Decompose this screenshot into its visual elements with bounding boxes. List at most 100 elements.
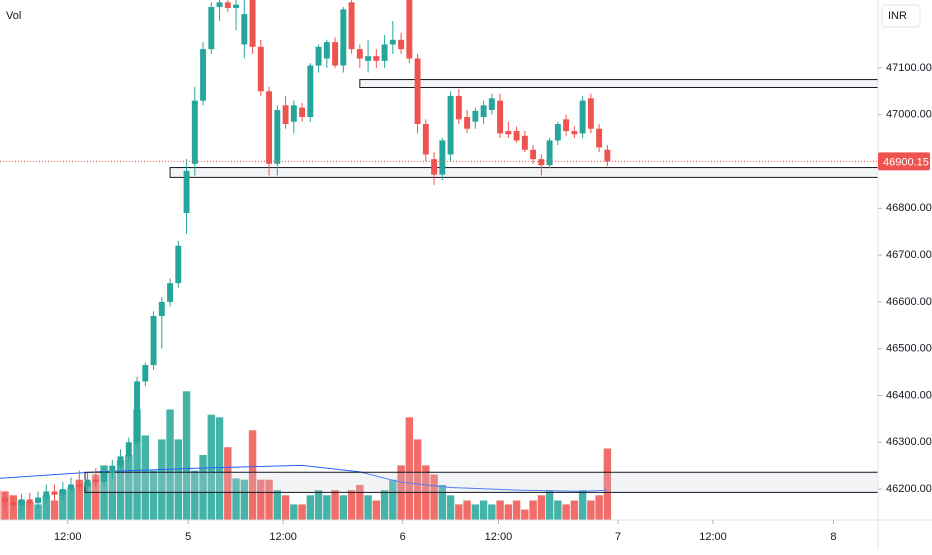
y-tick-label: 46700.00	[886, 249, 932, 261]
volume-bar	[562, 504, 569, 520]
candle-body	[415, 59, 421, 125]
candle-body	[580, 101, 586, 134]
candle-body	[151, 316, 157, 365]
candle-body	[596, 129, 602, 148]
volume-bar	[505, 504, 512, 520]
volume-bar	[463, 501, 470, 521]
volume-bar	[315, 490, 322, 520]
volume-bar	[538, 495, 545, 520]
price-zone	[85, 472, 878, 492]
volume-bar	[323, 495, 330, 520]
candle-body	[142, 365, 148, 381]
volume-bar	[546, 490, 553, 520]
candle-body	[93, 480, 99, 482]
x-tick-label: 8	[830, 531, 836, 543]
candle-body	[35, 498, 41, 504]
candle-body	[588, 98, 594, 128]
candle-body	[233, 5, 239, 8]
candle-body	[175, 246, 181, 283]
candle-body	[184, 171, 190, 213]
candle-body	[423, 124, 429, 154]
candle-body	[332, 42, 338, 65]
currency-label: INR	[888, 10, 907, 22]
candle-body	[406, 0, 412, 59]
x-tick-label: 5	[185, 531, 191, 543]
candle-body	[19, 499, 25, 505]
candle-body	[225, 2, 231, 8]
y-tick-label: 47000.00	[886, 109, 932, 121]
volume-bar	[166, 410, 173, 521]
candle-body	[109, 466, 115, 473]
candle-body	[60, 489, 66, 495]
candle-body	[456, 96, 462, 119]
y-tick-label: 46300.00	[886, 436, 932, 448]
volume-bar	[521, 510, 528, 520]
candle-body	[299, 108, 305, 117]
y-tick-label: 46400.00	[886, 389, 932, 401]
candle-body	[68, 484, 74, 489]
candle-body	[27, 499, 33, 503]
candle-body	[134, 381, 140, 442]
volume-bar	[587, 501, 594, 521]
candle-body	[316, 47, 322, 66]
candle-body	[489, 98, 495, 110]
volume-bar	[455, 504, 462, 520]
candle-body	[390, 40, 396, 45]
volume-bar	[447, 495, 454, 520]
candle-body	[101, 473, 107, 482]
volume-bar	[51, 501, 58, 521]
candle-body	[258, 47, 264, 91]
candle-body	[604, 150, 610, 162]
volume-bar	[406, 417, 413, 520]
candle-body	[340, 9, 346, 65]
volume-bar	[571, 501, 578, 521]
x-tick-label: 12:00	[269, 531, 297, 543]
volume-bar	[381, 490, 388, 520]
candle-body	[283, 105, 289, 124]
candle-body	[250, 0, 256, 47]
candle-body	[324, 42, 330, 58]
volume-bar	[307, 495, 314, 520]
candle-body	[538, 159, 544, 165]
x-tick-label: 12:00	[699, 531, 727, 543]
price-zone	[170, 168, 878, 178]
volume-bar	[529, 501, 536, 521]
volume-bar	[348, 490, 355, 520]
candle-body	[497, 101, 503, 134]
candle-body	[365, 56, 371, 61]
y-tick-label: 46800.00	[886, 202, 932, 214]
candle-body	[85, 480, 91, 487]
volume-bar	[513, 501, 520, 521]
candle-body	[464, 117, 470, 129]
y-tick-label: 46200.00	[886, 483, 932, 495]
candle-body	[291, 105, 297, 121]
candle-body	[382, 44, 388, 60]
y-tick-label: 47100.00	[886, 62, 932, 74]
candle-body	[373, 56, 379, 61]
x-tick-label: 7	[615, 531, 621, 543]
x-tick-label: 6	[400, 531, 406, 543]
candle-body	[241, 14, 247, 44]
candle-body	[118, 456, 124, 465]
candle-body	[43, 491, 49, 497]
candle-body	[52, 491, 58, 494]
volume-bar	[579, 490, 586, 520]
candle-body	[472, 111, 478, 122]
volume-bar	[480, 501, 487, 521]
candle-body	[76, 484, 82, 486]
candle-body	[349, 2, 355, 49]
candle-body	[357, 49, 363, 58]
candle-body	[266, 91, 272, 164]
volume-bar	[364, 495, 371, 520]
candle-body	[208, 7, 214, 49]
candle-body	[505, 131, 511, 134]
volume-bar	[554, 501, 561, 521]
candle-body	[522, 136, 528, 150]
candle-body	[159, 302, 165, 316]
candle-body	[274, 110, 280, 164]
candle-body	[439, 140, 445, 174]
volume-bar	[373, 501, 380, 521]
candle-body	[448, 96, 454, 155]
volume-bar	[298, 504, 305, 520]
